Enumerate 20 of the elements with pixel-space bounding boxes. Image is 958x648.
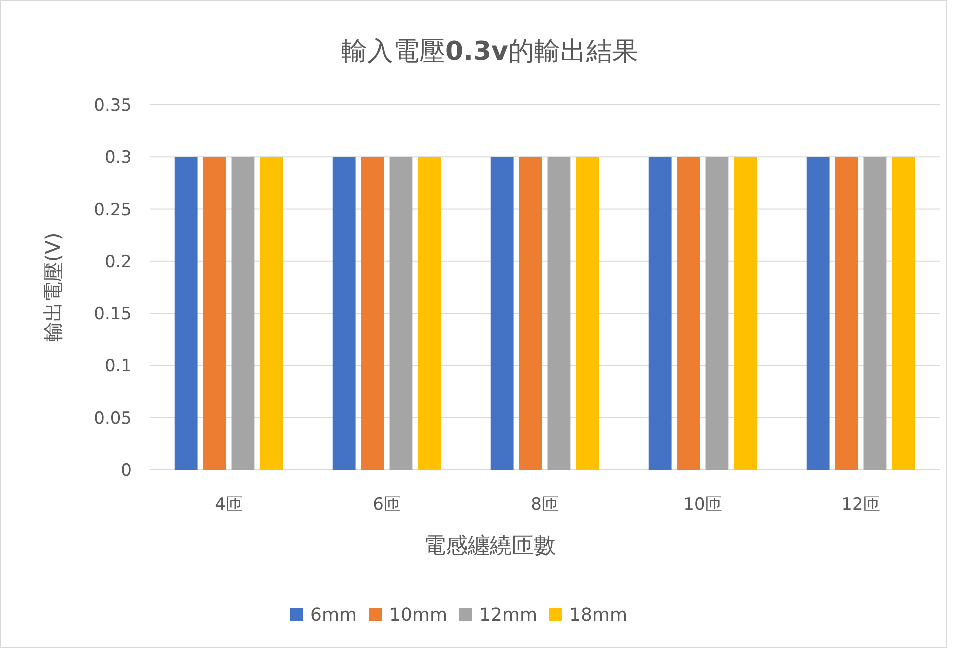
y-tick-label: 0.05 (94, 408, 132, 429)
y-tick-label: 0 (121, 461, 132, 481)
legend-label: 10mm (390, 605, 448, 626)
legend-label: 6mm (310, 605, 358, 626)
legend-label: 12mm (480, 605, 538, 626)
x-tick-label: 10匝 (684, 495, 722, 515)
y-tick-label: 0.3 (104, 148, 132, 168)
y-tick-label: 0.2 (104, 252, 132, 272)
y-tick-label: 0.35 (94, 96, 132, 116)
y-tick-label: 0.1 (104, 356, 132, 377)
chart-title: 輸入電壓0.3v的輸出結果 (341, 37, 639, 67)
x-axis-title: 電感纏繞匝數 (424, 534, 556, 559)
x-tick-label: 6匝 (373, 495, 401, 515)
x-tick-label: 4匝 (215, 495, 243, 515)
y-tick-label: 0.15 (94, 304, 132, 325)
y-axis-title: 輸出電壓(V) (41, 232, 65, 342)
x-tick-label: 12匝 (842, 495, 880, 515)
y-tick-label: 0.25 (94, 200, 132, 220)
legend-label: 18mm (570, 605, 628, 626)
x-tick-label: 8匝 (531, 495, 559, 515)
